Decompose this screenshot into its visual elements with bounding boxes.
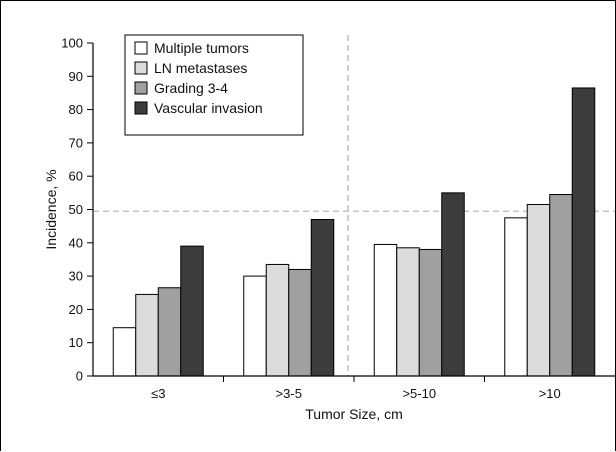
bars-group: [112, 87, 596, 377]
legend-swatch: [134, 81, 148, 95]
x-tick-label: ≤3: [151, 386, 165, 401]
y-tick-label: 20: [69, 302, 83, 317]
bar-vascular-invasion: [180, 245, 204, 377]
y-tick-label: 0: [76, 369, 83, 384]
bar-grading-3-4: [157, 287, 182, 377]
bar-multiple-tumors: [504, 217, 528, 377]
y-tick-label: 100: [61, 36, 83, 51]
bar-ln-metastases: [265, 263, 290, 377]
legend-label: Vascular invasion: [154, 100, 263, 116]
y-tick-label: 30: [69, 269, 83, 284]
legend: Multiple tumors LN metastases Grading 3-4 V…: [124, 34, 304, 136]
y-tick-label: 50: [69, 202, 83, 217]
y-ticks: 0 10 20 30 40 50 60 70 80 90 100: [61, 36, 93, 384]
bar-vascular-invasion: [441, 192, 465, 377]
bar-ln-metastases: [396, 247, 420, 377]
y-tick-label: 10: [69, 335, 83, 350]
y-tick-label: 60: [69, 169, 83, 184]
bar-grading-3-4: [549, 194, 573, 377]
x-ticks: ≤3 >3-5 >5-10 >10: [151, 376, 561, 401]
x-axis-title: Tumor Size, cm: [305, 406, 403, 422]
x-tick-label: >3-5: [276, 386, 302, 401]
bar-grading-3-4: [288, 268, 312, 377]
y-tick-label: 90: [69, 69, 83, 84]
legend-label: Grading 3-4: [154, 80, 228, 96]
y-axis-title: Incidence, %: [43, 169, 59, 249]
x-tick-label: >5-10: [402, 386, 436, 401]
legend-swatch: [134, 101, 148, 115]
legend-box: [124, 34, 304, 136]
bar-multiple-tumors: [243, 275, 267, 377]
legend-label: Multiple tumors: [154, 40, 249, 56]
bar-vascular-invasion: [571, 87, 596, 377]
bar-multiple-tumors: [112, 327, 137, 377]
y-tick-label: 40: [69, 235, 83, 250]
y-tick-label: 70: [69, 135, 83, 150]
legend-swatch: [134, 41, 148, 55]
bar-ln-metastases: [135, 293, 159, 377]
y-tick-label: 80: [69, 102, 83, 117]
bar-ln-metastases: [526, 204, 551, 377]
legend-swatch: [134, 61, 148, 75]
x-tick-label: >10: [539, 386, 561, 401]
legend-label: LN metastases: [154, 60, 247, 76]
bar-vascular-invasion: [310, 218, 335, 377]
bar-grading-3-4: [418, 248, 443, 377]
bar-multiple-tumors: [373, 243, 398, 377]
